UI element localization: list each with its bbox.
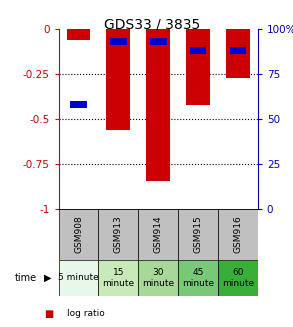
Bar bbox=[106, 29, 130, 130]
Text: 30
minute: 30 minute bbox=[142, 268, 174, 288]
FancyBboxPatch shape bbox=[138, 209, 178, 260]
Bar bbox=[226, 29, 250, 78]
Bar bbox=[229, 47, 246, 54]
Text: 5 minute: 5 minute bbox=[58, 273, 99, 283]
Text: 60
minute: 60 minute bbox=[222, 268, 254, 288]
Text: 45
minute: 45 minute bbox=[182, 268, 214, 288]
Bar bbox=[70, 101, 87, 108]
FancyBboxPatch shape bbox=[59, 260, 98, 296]
FancyBboxPatch shape bbox=[98, 209, 138, 260]
Bar bbox=[110, 39, 127, 45]
Text: GSM914: GSM914 bbox=[154, 216, 163, 253]
FancyBboxPatch shape bbox=[218, 209, 258, 260]
Bar bbox=[67, 29, 91, 40]
Text: ▶: ▶ bbox=[44, 273, 52, 283]
Text: 15
minute: 15 minute bbox=[102, 268, 134, 288]
Text: GSM913: GSM913 bbox=[114, 216, 123, 253]
Text: time: time bbox=[15, 273, 37, 283]
FancyBboxPatch shape bbox=[178, 260, 218, 296]
FancyBboxPatch shape bbox=[59, 209, 98, 260]
Bar bbox=[150, 39, 167, 45]
Text: ■: ■ bbox=[44, 309, 53, 319]
Text: GSM908: GSM908 bbox=[74, 216, 83, 253]
FancyBboxPatch shape bbox=[98, 260, 138, 296]
Text: log ratio: log ratio bbox=[67, 309, 105, 318]
FancyBboxPatch shape bbox=[138, 260, 178, 296]
Bar bbox=[190, 47, 207, 54]
Bar bbox=[146, 29, 170, 181]
FancyBboxPatch shape bbox=[218, 260, 258, 296]
Text: GSM915: GSM915 bbox=[194, 216, 202, 253]
FancyBboxPatch shape bbox=[178, 209, 218, 260]
Text: GSM916: GSM916 bbox=[234, 216, 242, 253]
Bar bbox=[186, 29, 210, 105]
Text: GDS33 / 3835: GDS33 / 3835 bbox=[104, 18, 200, 32]
